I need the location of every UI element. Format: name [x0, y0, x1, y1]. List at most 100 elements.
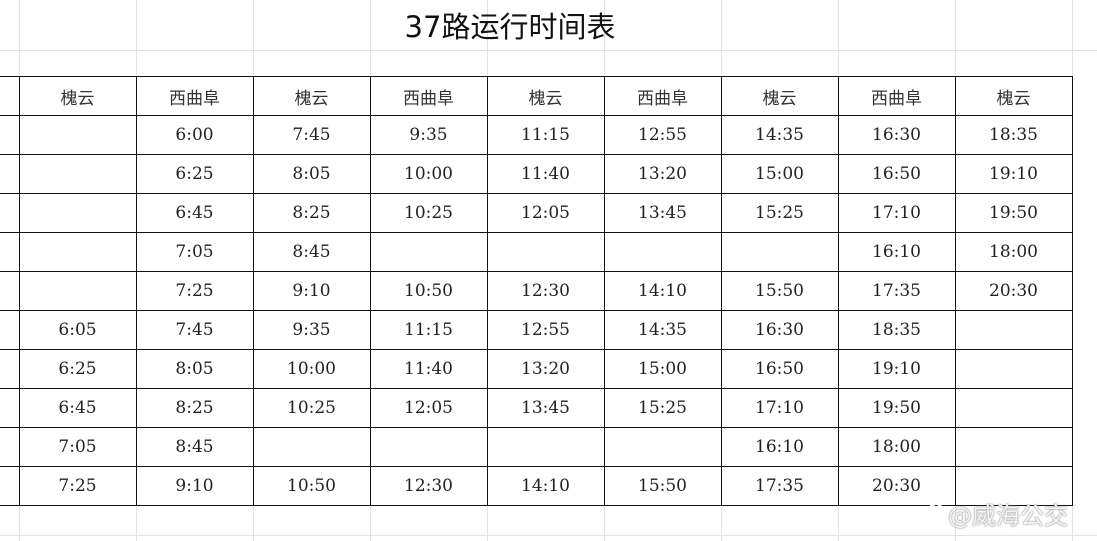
table-cell[interactable]	[954, 427, 1073, 467]
table-cell[interactable]	[369, 427, 488, 467]
table-cell[interactable]: 10:00	[252, 349, 371, 389]
table-cell[interactable]	[954, 388, 1073, 428]
table-cell[interactable]: 6:00	[135, 115, 254, 155]
table-cell[interactable]: 15:25	[720, 193, 839, 233]
table-cell[interactable]: 8:05	[135, 349, 254, 389]
table-cell[interactable]: 13:20	[603, 154, 722, 194]
table-cell[interactable]: 15:50	[603, 466, 722, 506]
table-cell[interactable]	[0, 193, 20, 233]
table-cell[interactable]	[18, 232, 137, 272]
header-cell[interactable]: 西曲阜	[369, 76, 488, 116]
table-cell[interactable]	[603, 232, 722, 272]
table-cell[interactable]	[954, 466, 1073, 506]
table-cell[interactable]	[720, 232, 839, 272]
table-cell[interactable]	[603, 427, 722, 467]
table-cell[interactable]	[0, 427, 20, 467]
table-cell[interactable]: 17:35	[720, 466, 839, 506]
table-cell[interactable]: 7:05	[18, 427, 137, 467]
table-cell[interactable]	[486, 232, 605, 272]
table-cell[interactable]: 17:10	[837, 193, 956, 233]
table-cell[interactable]	[0, 115, 20, 155]
table-cell[interactable]: 12:55	[603, 115, 722, 155]
table-cell[interactable]: 8:05	[252, 154, 371, 194]
table-cell[interactable]	[18, 271, 137, 311]
table-cell[interactable]: 15:00	[603, 349, 722, 389]
table-cell[interactable]: 7:25	[135, 271, 254, 311]
table-cell[interactable]: 10:25	[369, 193, 488, 233]
table-cell[interactable]: 19:10	[837, 349, 956, 389]
table-cell[interactable]: 9:10	[135, 466, 254, 506]
table-cell[interactable]: 14:35	[720, 115, 839, 155]
header-cell[interactable]: 槐云	[18, 76, 137, 116]
table-cell[interactable]: 16:30	[837, 115, 956, 155]
table-cell[interactable]: 6:05	[18, 310, 137, 350]
table-cell[interactable]	[18, 154, 137, 194]
table-cell[interactable]: 19:10	[954, 154, 1073, 194]
table-cell[interactable]: 18:00	[837, 427, 956, 467]
header-cell[interactable]: 西曲阜	[603, 76, 722, 116]
table-cell[interactable]: 12:05	[369, 388, 488, 428]
table-cell[interactable]	[18, 193, 137, 233]
table-cell[interactable]: 7:45	[252, 115, 371, 155]
table-cell[interactable]	[0, 232, 20, 272]
table-cell[interactable]: 14:10	[486, 466, 605, 506]
table-cell[interactable]: 9:35	[369, 115, 488, 155]
table-cell[interactable]: 8:25	[252, 193, 371, 233]
table-cell[interactable]	[0, 388, 20, 428]
table-cell[interactable]: 15:00	[720, 154, 839, 194]
table-cell[interactable]	[0, 466, 20, 506]
table-cell[interactable]: 12:30	[486, 271, 605, 311]
table-cell[interactable]: 16:10	[837, 232, 956, 272]
table-cell[interactable]: 18:35	[837, 310, 956, 350]
table-cell[interactable]	[486, 427, 605, 467]
table-cell[interactable]: 13:20	[486, 349, 605, 389]
table-cell[interactable]: 11:15	[369, 310, 488, 350]
table-cell[interactable]: 20:30	[837, 466, 956, 506]
table-cell[interactable]	[18, 115, 137, 155]
table-cell[interactable]: 12:55	[486, 310, 605, 350]
table-cell[interactable]: 15:25	[603, 388, 722, 428]
table-cell[interactable]: 14:10	[603, 271, 722, 311]
table-cell[interactable]: 10:25	[252, 388, 371, 428]
table-cell[interactable]: 11:15	[486, 115, 605, 155]
table-cell[interactable]	[252, 427, 371, 467]
table-cell[interactable]: 6:25	[18, 349, 137, 389]
table-cell[interactable]: 18:00	[954, 232, 1073, 272]
table-cell[interactable]: 17:10	[720, 388, 839, 428]
table-cell[interactable]: 8:25	[135, 388, 254, 428]
table-cell[interactable]	[0, 271, 20, 311]
table-cell[interactable]: 13:45	[486, 388, 605, 428]
header-cell[interactable]	[0, 76, 20, 116]
table-cell[interactable]: 10:50	[252, 466, 371, 506]
table-cell[interactable]	[954, 349, 1073, 389]
table-cell[interactable]: 12:05	[486, 193, 605, 233]
table-cell[interactable]: 6:45	[135, 193, 254, 233]
table-cell[interactable]: 16:50	[720, 349, 839, 389]
table-cell[interactable]: 11:40	[369, 349, 488, 389]
header-cell[interactable]: 槐云	[252, 76, 371, 116]
header-cell[interactable]: 西曲阜	[837, 76, 956, 116]
table-cell[interactable]: 7:05	[135, 232, 254, 272]
table-cell[interactable]: 18:35	[954, 115, 1073, 155]
table-cell[interactable]: 8:45	[135, 427, 254, 467]
table-cell[interactable]: 13:45	[603, 193, 722, 233]
table-cell[interactable]: 17:35	[837, 271, 956, 311]
table-cell[interactable]	[0, 310, 20, 350]
table-cell[interactable]	[0, 154, 20, 194]
table-cell[interactable]: 8:45	[252, 232, 371, 272]
table-cell[interactable]: 10:50	[369, 271, 488, 311]
table-cell[interactable]: 9:10	[252, 271, 371, 311]
table-cell[interactable]: 6:45	[18, 388, 137, 428]
table-cell[interactable]: 11:40	[486, 154, 605, 194]
table-cell[interactable]: 16:30	[720, 310, 839, 350]
table-cell[interactable]: 19:50	[954, 193, 1073, 233]
header-cell[interactable]: 槐云	[954, 76, 1073, 116]
table-cell[interactable]: 19:50	[837, 388, 956, 428]
header-cell[interactable]: 槐云	[486, 76, 605, 116]
table-cell[interactable]	[369, 232, 488, 272]
header-cell[interactable]: 西曲阜	[135, 76, 254, 116]
table-cell[interactable]: 15:50	[720, 271, 839, 311]
table-cell[interactable]: 9:35	[252, 310, 371, 350]
table-cell[interactable]: 6:25	[135, 154, 254, 194]
table-cell[interactable]: 16:50	[837, 154, 956, 194]
